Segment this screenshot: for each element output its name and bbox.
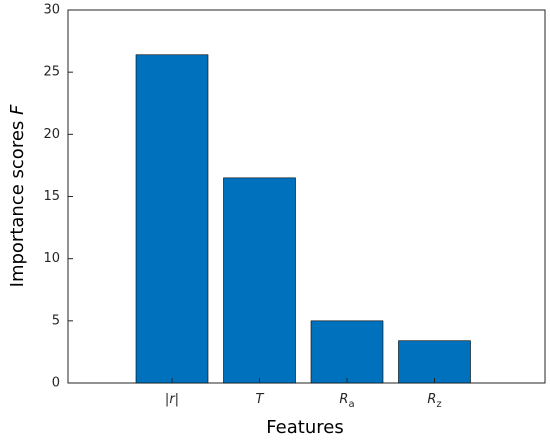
x-tick-label: |r| [165, 392, 179, 407]
y-tick-label: 5 [52, 313, 60, 328]
y-tick-label: 15 [43, 189, 60, 204]
x-tick-label: Rz [427, 392, 441, 411]
x-tick-label: T [256, 392, 265, 407]
y-tick-label: 20 [43, 127, 60, 142]
y-tick-label: 10 [43, 251, 60, 266]
y-tick-label: 0 [52, 376, 60, 391]
bar [398, 340, 471, 384]
x-axis-label: Features [266, 417, 343, 438]
bar [135, 54, 209, 384]
y-tick-label: 25 [43, 65, 60, 80]
y-axis-label: Importance scores F [7, 104, 28, 287]
y-tick-label: 30 [43, 3, 60, 18]
bar [310, 320, 384, 384]
bar [223, 177, 296, 384]
x-tick-label: Ra [339, 392, 354, 411]
